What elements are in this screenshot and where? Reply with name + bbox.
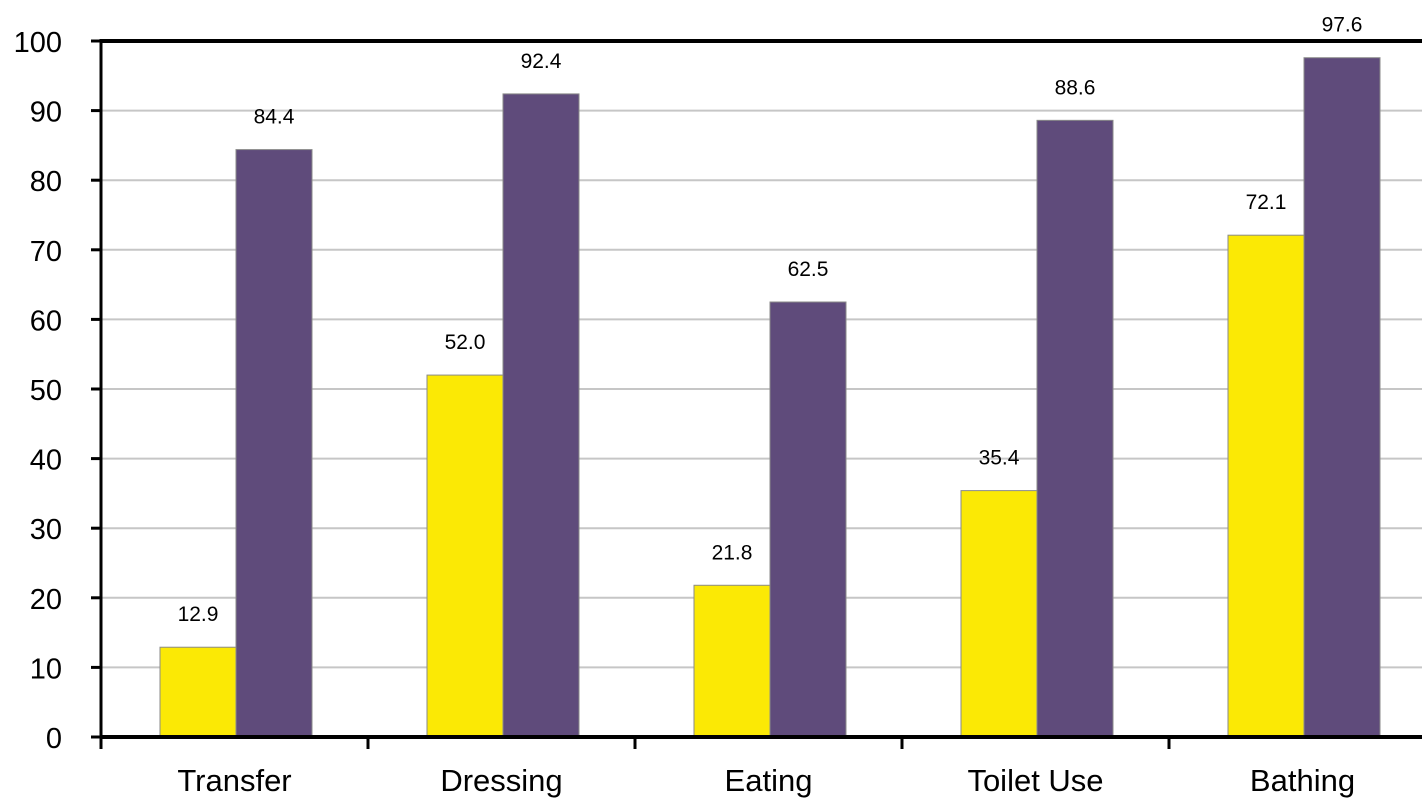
y-tick-label: 0 xyxy=(46,723,62,755)
data-label: 84.4 xyxy=(254,106,295,129)
data-label: 88.6 xyxy=(1055,76,1096,99)
data-label: 35.4 xyxy=(979,447,1020,470)
y-tick-label: 100 xyxy=(14,27,62,59)
x-category-label: Bathing xyxy=(1250,763,1355,798)
x-category-label: Eating xyxy=(725,763,813,798)
bars xyxy=(160,58,1380,737)
y-tick-label: 60 xyxy=(30,305,62,337)
y-tick-label: 90 xyxy=(30,97,62,129)
bar xyxy=(1304,58,1380,737)
data-label: 97.6 xyxy=(1322,14,1363,37)
x-category-label: Toilet Use xyxy=(967,763,1103,798)
bar xyxy=(427,375,503,737)
bar xyxy=(160,647,236,737)
data-label: 92.4 xyxy=(521,50,562,73)
y-tick-label: 10 xyxy=(30,653,62,685)
data-label: 72.1 xyxy=(1246,191,1287,214)
bar xyxy=(503,94,579,737)
bar xyxy=(961,491,1037,737)
bar xyxy=(1228,235,1304,737)
bar xyxy=(236,150,312,737)
y-tick-label: 20 xyxy=(30,584,62,616)
y-tick-label: 40 xyxy=(30,445,62,477)
bar xyxy=(1037,120,1113,737)
bar xyxy=(694,585,770,737)
data-label: 62.5 xyxy=(788,258,829,281)
y-tick-label: 50 xyxy=(30,375,62,407)
data-label: 12.9 xyxy=(178,603,219,626)
y-tick-label: 80 xyxy=(30,166,62,198)
x-category-label: Transfer xyxy=(177,763,291,798)
data-label: 21.8 xyxy=(712,541,753,564)
y-tick-label: 30 xyxy=(30,514,62,546)
x-category-label: Dressing xyxy=(440,763,562,798)
bar xyxy=(770,302,846,737)
data-label: 52.0 xyxy=(445,331,486,354)
y-tick-label: 70 xyxy=(30,236,62,268)
